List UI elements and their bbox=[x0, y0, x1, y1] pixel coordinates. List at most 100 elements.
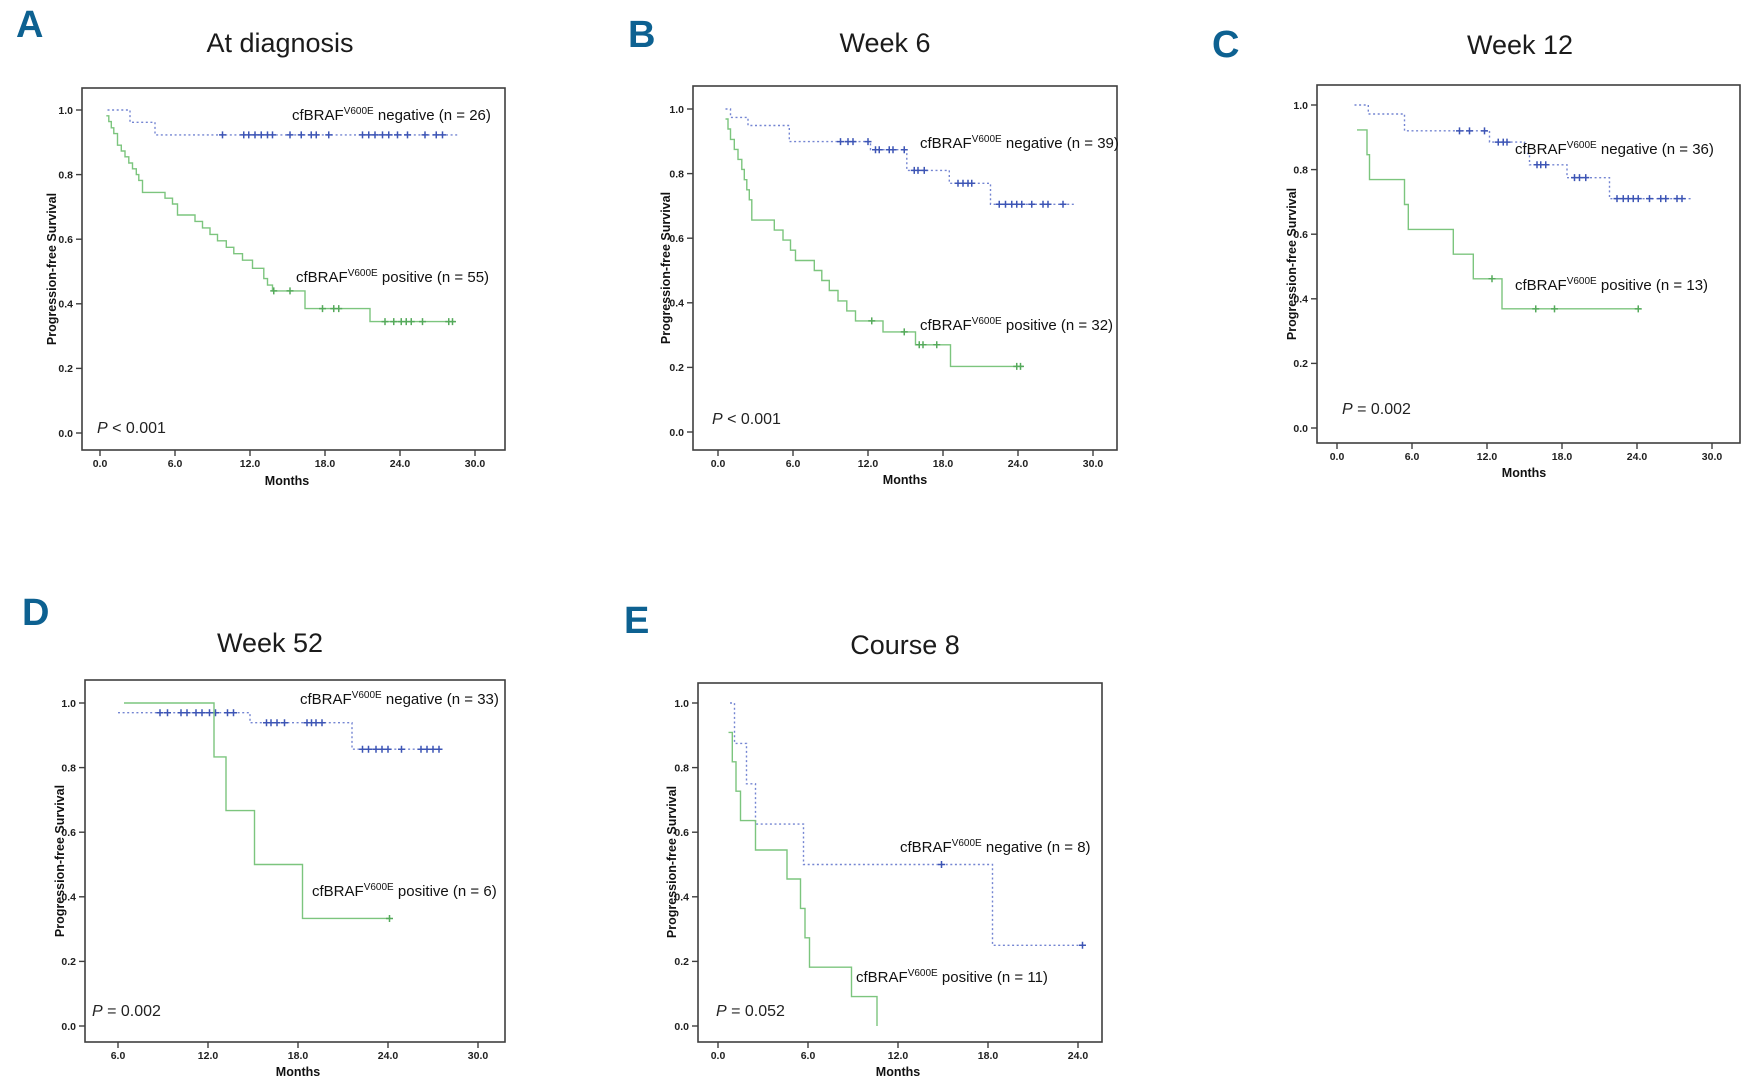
group-text: positive (n = 6) bbox=[393, 883, 497, 900]
y-axis-label: Progression-free Survival bbox=[664, 785, 679, 939]
x-axis-label: Months bbox=[875, 1065, 921, 1079]
y-tick-label: 0.8 bbox=[669, 168, 684, 180]
gene-name: cfBRAF bbox=[296, 269, 348, 286]
y-tick-label: 0.4 bbox=[1293, 294, 1308, 306]
y-tick-label: 1.0 bbox=[669, 104, 684, 116]
panel-d-plot: 6.0 12.0 18.0 24.0 30.0 1.0 0.8 0.6 0.4 0.2 0.0 bbox=[61, 679, 506, 1062]
x-axis-label: Months bbox=[275, 1065, 321, 1079]
negative-censor-marks bbox=[219, 131, 446, 139]
panel-title-c: Week 12 bbox=[1466, 30, 1574, 60]
negative-censor-marks bbox=[156, 709, 443, 753]
gene-name: cfBRAF bbox=[300, 691, 352, 708]
y-tick-label: 1.0 bbox=[674, 698, 689, 710]
gene-name: cfBRAF bbox=[1515, 141, 1567, 158]
gene-superscript: V600E bbox=[351, 690, 382, 701]
y-tick-label: 1.0 bbox=[58, 105, 73, 117]
p-text: < 0.001 bbox=[107, 420, 166, 437]
y-tick-label: 0.2 bbox=[58, 363, 73, 375]
x-tick-label: 24.0 bbox=[378, 1050, 399, 1062]
y-tick-label: 0.0 bbox=[674, 1021, 689, 1033]
positive-survival-curve bbox=[725, 118, 1023, 368]
gene-superscript: V600E bbox=[363, 882, 394, 893]
x-tick-label: 0.0 bbox=[93, 458, 108, 470]
x-tick-label: 12.0 bbox=[858, 458, 879, 470]
group-text: negative (n = 8) bbox=[981, 839, 1091, 856]
p-symbol: P bbox=[97, 420, 108, 437]
x-axis-label: Months bbox=[1501, 466, 1547, 480]
y-tick-label: 0.0 bbox=[669, 427, 684, 439]
x-axis-label: Months bbox=[264, 474, 310, 488]
positive-censor-marks bbox=[270, 287, 456, 326]
panel-letter-b: B bbox=[628, 14, 656, 56]
gene-name: cfBRAF bbox=[900, 839, 952, 856]
negative-curve-label: cfBRAFV600E negative (n = 33) bbox=[300, 690, 499, 709]
plot-frame bbox=[697, 682, 1103, 1043]
y-tick-label: 0.2 bbox=[61, 956, 76, 968]
negative-curve-label: cfBRAFV600E negative (n = 36) bbox=[1515, 140, 1714, 159]
x-tick-label: 12.0 bbox=[240, 458, 261, 470]
y-tick-label: 0.6 bbox=[674, 827, 689, 839]
group-text: positive (n = 55) bbox=[377, 269, 490, 286]
x-tick-label: 30.0 bbox=[1083, 458, 1104, 470]
y-tick-label: 0.0 bbox=[61, 1021, 76, 1033]
y-tick-label: 0.2 bbox=[674, 956, 689, 968]
panel-letter-e: E bbox=[624, 600, 650, 642]
panel-title-e: Course 8 bbox=[850, 630, 960, 660]
negative-censor-marks bbox=[1456, 127, 1686, 203]
plot-frame bbox=[692, 85, 1118, 451]
y-tick-label: 0.6 bbox=[669, 233, 684, 245]
p-value: P = 0.002 bbox=[1342, 402, 1411, 418]
x-tick-label: 12.0 bbox=[198, 1050, 219, 1062]
y-axis-label: Progression-free Survival bbox=[658, 191, 673, 345]
group-text: negative (n = 39) bbox=[1001, 135, 1119, 152]
y-tick-label: 0.8 bbox=[1293, 164, 1308, 176]
positive-survival-curve bbox=[728, 731, 878, 1026]
group-text: positive (n = 13) bbox=[1596, 277, 1709, 294]
p-text: < 0.001 bbox=[722, 411, 781, 428]
p-text: = 0.002 bbox=[1352, 401, 1411, 418]
positive-curve-label: cfBRAFV600E positive (n = 55) bbox=[296, 268, 489, 287]
y-tick-label: 0.6 bbox=[61, 827, 76, 839]
y-tick-label: 0.8 bbox=[674, 762, 689, 774]
panel-letter-c: C bbox=[1212, 24, 1240, 66]
group-text: negative (n = 33) bbox=[381, 691, 499, 708]
x-tick-label: 30.0 bbox=[468, 1050, 489, 1062]
x-tick-label: 30.0 bbox=[1702, 451, 1723, 463]
x-tick-label: 6.0 bbox=[168, 458, 183, 470]
positive-curve-label: cfBRAFV600E positive (n = 6) bbox=[312, 882, 497, 901]
x-axis-label: Months bbox=[882, 473, 928, 487]
y-tick-label: 0.6 bbox=[58, 234, 73, 246]
p-symbol: P bbox=[92, 1003, 103, 1020]
x-tick-label: 12.0 bbox=[1477, 451, 1498, 463]
x-tick-label: 24.0 bbox=[1008, 458, 1029, 470]
p-text: = 0.002 bbox=[102, 1003, 161, 1020]
x-tick-label: 24.0 bbox=[1627, 451, 1648, 463]
gene-name: cfBRAF bbox=[856, 969, 908, 986]
negative-survival-curve bbox=[730, 702, 1084, 946]
gene-superscript: V600E bbox=[1566, 276, 1597, 287]
negative-curve-label: cfBRAFV600E negative (n = 8) bbox=[900, 838, 1091, 857]
positive-survival-curve bbox=[1357, 129, 1641, 310]
panel-title-a: At diagnosis bbox=[206, 28, 354, 58]
negative-curve-label: cfBRAFV600E negative (n = 26) bbox=[292, 106, 491, 125]
p-text: = 0.052 bbox=[726, 1003, 785, 1020]
x-tick-label: 30.0 bbox=[465, 458, 486, 470]
group-text: negative (n = 26) bbox=[373, 107, 491, 124]
panel-title-b: Week 6 bbox=[839, 28, 931, 58]
positive-censor-marks bbox=[386, 914, 393, 922]
x-tick-label: 0.0 bbox=[711, 1050, 726, 1062]
panel-b-plot: 0.0 6.0 12.0 18.0 24.0 30.0 1.0 0.8 0.6 0.4 0.2 0.0 bbox=[669, 85, 1118, 470]
x-tick-label: 18.0 bbox=[978, 1050, 999, 1062]
group-text: positive (n = 32) bbox=[1001, 317, 1114, 334]
panel-title-d: Week 52 bbox=[216, 628, 324, 658]
y-tick-label: 0.2 bbox=[1293, 358, 1308, 370]
x-tick-label: 18.0 bbox=[288, 1050, 309, 1062]
p-value: P = 0.002 bbox=[92, 1004, 161, 1020]
x-tick-label: 24.0 bbox=[1068, 1050, 1089, 1062]
x-tick-label: 18.0 bbox=[933, 458, 954, 470]
y-tick-label: 1.0 bbox=[1293, 100, 1308, 112]
positive-survival-curve bbox=[106, 115, 455, 323]
gene-superscript: V600E bbox=[971, 316, 1002, 327]
